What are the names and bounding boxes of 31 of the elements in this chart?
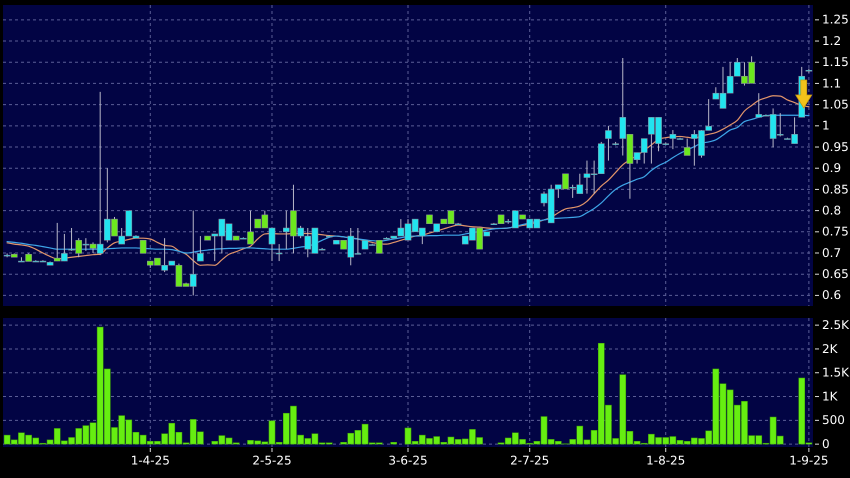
y-tick-label: 0.75 — [822, 224, 849, 239]
y-tick-label: 0.85 — [822, 182, 849, 196]
x-tick-label: 2-7-25 — [510, 454, 550, 468]
x-tick-label: 1-4-25 — [130, 454, 170, 468]
candlestick — [197, 236, 204, 262]
y-tick-label: 2K — [822, 342, 839, 356]
y-tick-label: 1.15 — [822, 55, 849, 70]
y-tick-label: 500 — [822, 413, 845, 428]
y-tick-label: 1.5K — [822, 366, 850, 380]
candlestick — [140, 240, 146, 254]
y-tick-label: 1.1 — [822, 76, 842, 90]
y-tick-label: 1 — [822, 118, 830, 133]
y-tick-label: 0.9 — [822, 161, 842, 176]
y-tick-label: 0.95 — [822, 140, 849, 154]
y-tick-label: 1.05 — [822, 97, 849, 112]
y-tick-label: 1.25 — [822, 12, 849, 27]
y-tick-label: 0 — [822, 436, 830, 451]
candlestick — [684, 138, 690, 156]
x-tick-label: 1-9-25 — [789, 454, 828, 468]
y-tick-label: 1.2 — [822, 34, 842, 48]
candlestick — [605, 125, 612, 162]
x-tick-label: 3-6-25 — [388, 454, 428, 468]
y-tick-label: 0.8 — [822, 203, 842, 218]
candlestick — [276, 244, 282, 262]
y-tick-label: 0.6 — [822, 288, 842, 302]
y-tick-label: 0.7 — [822, 246, 842, 260]
y-tick-label: 1K — [822, 389, 839, 404]
x-tick-label: 2-5-25 — [252, 454, 292, 468]
y-tick-label: 0.65 — [822, 267, 849, 282]
y-tick-label: 2.5K — [822, 318, 850, 332]
x-tick-label: 1-8-25 — [646, 454, 686, 468]
